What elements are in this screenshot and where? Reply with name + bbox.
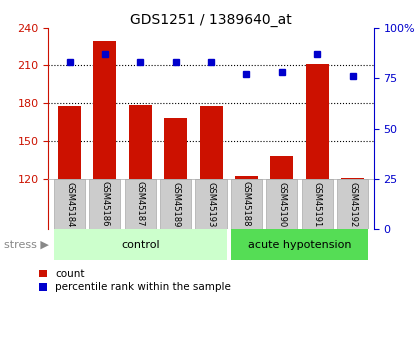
Text: GSM45186: GSM45186 bbox=[100, 181, 109, 227]
Text: GSM45188: GSM45188 bbox=[242, 181, 251, 227]
Bar bbox=[93, 41, 116, 179]
Legend: count, percentile rank within the sample: count, percentile rank within the sample bbox=[39, 269, 231, 292]
Text: GSM45190: GSM45190 bbox=[277, 181, 286, 227]
Bar bbox=[341, 178, 364, 179]
Bar bbox=[129, 105, 152, 179]
Bar bbox=[89, 179, 121, 229]
Bar bbox=[337, 179, 368, 229]
Text: GSM45189: GSM45189 bbox=[171, 181, 180, 227]
Bar bbox=[266, 179, 297, 229]
Bar bbox=[195, 179, 227, 229]
Bar bbox=[270, 156, 293, 179]
Bar bbox=[235, 176, 258, 179]
Title: GDS1251 / 1389640_at: GDS1251 / 1389640_at bbox=[130, 12, 292, 27]
Text: control: control bbox=[121, 240, 160, 250]
Text: GSM45184: GSM45184 bbox=[65, 181, 74, 227]
Text: GSM45191: GSM45191 bbox=[313, 181, 322, 227]
Bar bbox=[200, 106, 223, 179]
Bar bbox=[54, 179, 85, 229]
Bar bbox=[58, 106, 81, 179]
Bar bbox=[302, 179, 333, 229]
Text: GSM45187: GSM45187 bbox=[136, 181, 145, 227]
Bar bbox=[125, 179, 156, 229]
Bar bbox=[306, 64, 329, 179]
Text: acute hypotension: acute hypotension bbox=[248, 240, 351, 250]
Bar bbox=[164, 118, 187, 179]
Text: stress ▶: stress ▶ bbox=[4, 240, 49, 250]
Text: GSM45192: GSM45192 bbox=[348, 181, 357, 227]
Bar bbox=[231, 179, 262, 229]
Text: GSM45193: GSM45193 bbox=[207, 181, 215, 227]
Bar bbox=[160, 179, 191, 229]
